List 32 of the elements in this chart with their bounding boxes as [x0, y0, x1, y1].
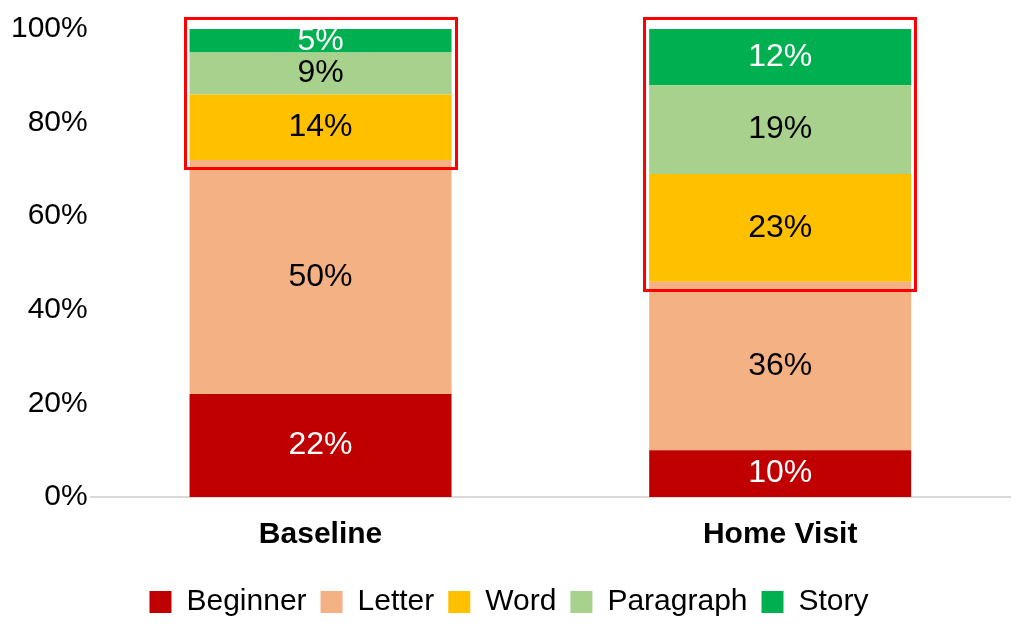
- legend-label: Letter: [357, 583, 435, 617]
- y-tick-label: 20%: [27, 384, 88, 418]
- legend-label: Story: [798, 583, 869, 617]
- data-label: 14%: [288, 107, 353, 144]
- bar: [189, 394, 452, 497]
- bar: [189, 52, 452, 95]
- bar: [189, 29, 452, 53]
- data-label: 23%: [748, 207, 813, 244]
- y-tick-label: 40%: [27, 291, 88, 325]
- data-label: 10%: [748, 453, 813, 490]
- y-tick-label: 0%: [44, 478, 88, 512]
- legend-label: Paragraph: [607, 583, 748, 617]
- data-label: 36%: [748, 345, 813, 382]
- legend-label: Word: [485, 583, 557, 617]
- y-tick-label: 100%: [10, 10, 88, 44]
- x-tick-label: Home Visit: [702, 516, 858, 550]
- legend-label: Beginner: [186, 583, 307, 617]
- y-tick-label: 80%: [27, 103, 88, 137]
- bar: [649, 450, 912, 497]
- bar: [649, 29, 912, 86]
- data-label: 19%: [748, 109, 813, 146]
- data-label: 12%: [748, 36, 813, 73]
- data-label: 9%: [297, 53, 344, 90]
- bar: [189, 160, 452, 395]
- bar: [649, 85, 912, 175]
- y-tick-label: 60%: [27, 197, 88, 231]
- data-label: 22%: [288, 425, 353, 462]
- bar: [189, 94, 452, 161]
- x-tick-label: Baseline: [258, 516, 383, 550]
- data-label: 50%: [288, 256, 353, 293]
- bar: [649, 281, 912, 451]
- bar: [649, 174, 912, 282]
